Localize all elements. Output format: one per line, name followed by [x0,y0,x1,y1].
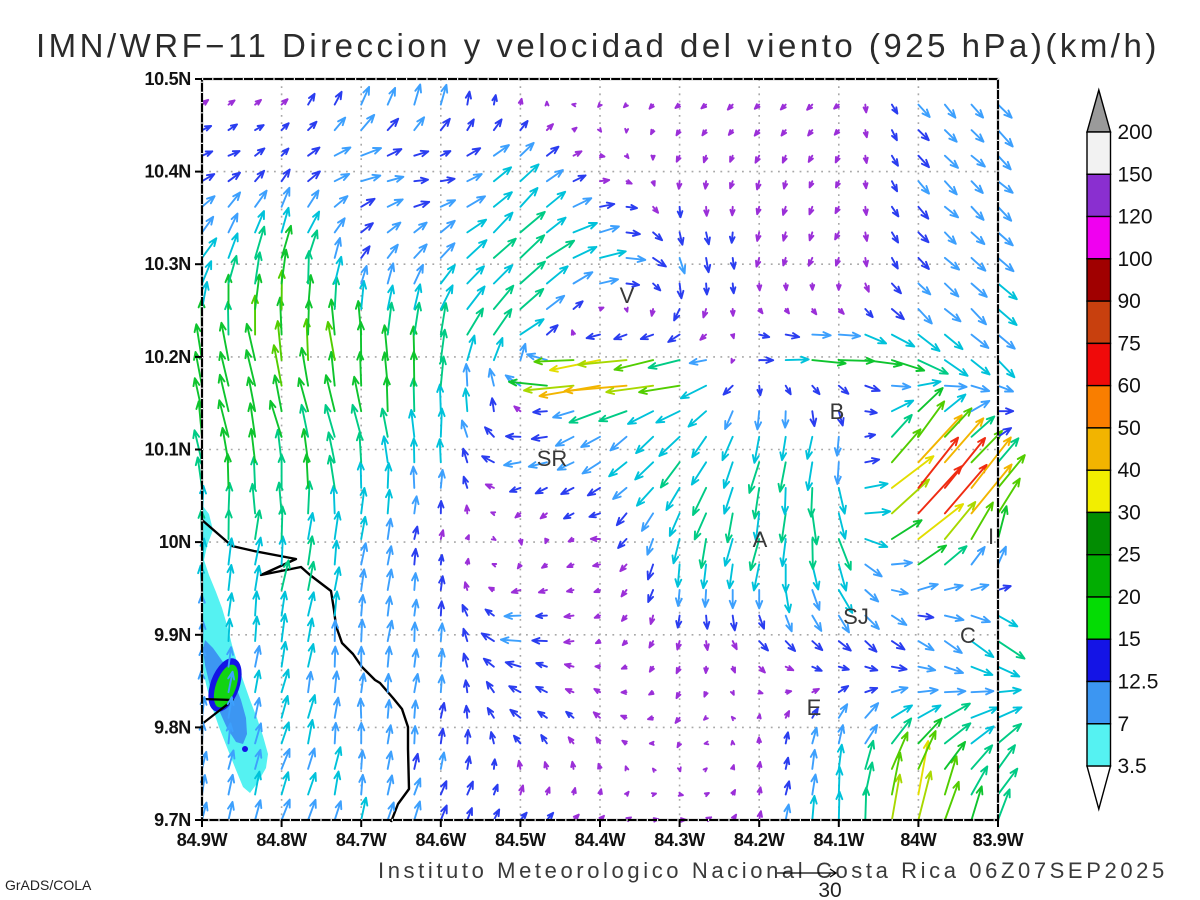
svg-text:10.4N: 10.4N [144,162,191,182]
svg-text:84.6W: 84.6W [416,830,467,850]
svg-text:40: 40 [1118,459,1141,482]
svg-text:90: 90 [1118,290,1141,313]
svg-text:20: 20 [1118,586,1141,609]
svg-text:9.7N: 9.7N [154,810,191,830]
svg-text:75: 75 [1118,332,1141,355]
svg-text:SJ: SJ [843,604,869,629]
svg-text:84.8W: 84.8W [256,830,307,850]
svg-text:84.7W: 84.7W [336,830,387,850]
svg-text:9.8N: 9.8N [154,717,191,737]
svg-text:V: V [620,283,635,308]
svg-text:C: C [960,623,976,648]
svg-text:Instituto Meteorologico Nacion: Instituto Meteorologico Nacional Costa R… [378,858,1168,883]
svg-text:15: 15 [1118,628,1141,651]
svg-text:150: 150 [1118,163,1153,186]
svg-text:200: 200 [1118,121,1153,144]
svg-text:83.9W: 83.9W [973,830,1024,850]
svg-text:E: E [807,695,822,720]
svg-text:I: I [988,524,994,549]
svg-text:84.2W: 84.2W [734,830,785,850]
svg-text:84.9W: 84.9W [177,830,228,850]
svg-text:30: 30 [818,879,841,900]
svg-text:GrADS/COLA: GrADS/COLA [5,877,92,893]
svg-text:9.9N: 9.9N [154,625,191,645]
svg-text:120: 120 [1118,206,1153,229]
svg-text:12.5: 12.5 [1118,671,1159,694]
svg-text:84.5W: 84.5W [495,830,546,850]
svg-text:7: 7 [1118,713,1130,736]
svg-text:50: 50 [1118,417,1141,440]
svg-text:60: 60 [1118,375,1141,398]
svg-text:84.1W: 84.1W [814,830,865,850]
svg-text:84.3W: 84.3W [654,830,705,850]
svg-text:A: A [753,527,768,552]
svg-text:10.1N: 10.1N [144,440,191,460]
svg-text:10.2N: 10.2N [144,347,191,367]
svg-text:10N: 10N [159,532,191,552]
svg-text:10.3N: 10.3N [144,254,191,274]
svg-text:IMN/WRF−11 Direccion y velocid: IMN/WRF−11 Direccion y velocidad del vie… [36,27,1160,64]
svg-text:30: 30 [1118,501,1141,524]
svg-text:SR: SR [537,446,568,471]
svg-text:100: 100 [1118,248,1153,271]
svg-text:84W: 84W [900,830,936,850]
svg-text:3.5: 3.5 [1118,755,1147,778]
svg-text:84.4W: 84.4W [575,830,626,850]
svg-text:10.5N: 10.5N [144,69,191,89]
svg-text:B: B [830,399,845,424]
svg-text:25: 25 [1118,544,1141,567]
